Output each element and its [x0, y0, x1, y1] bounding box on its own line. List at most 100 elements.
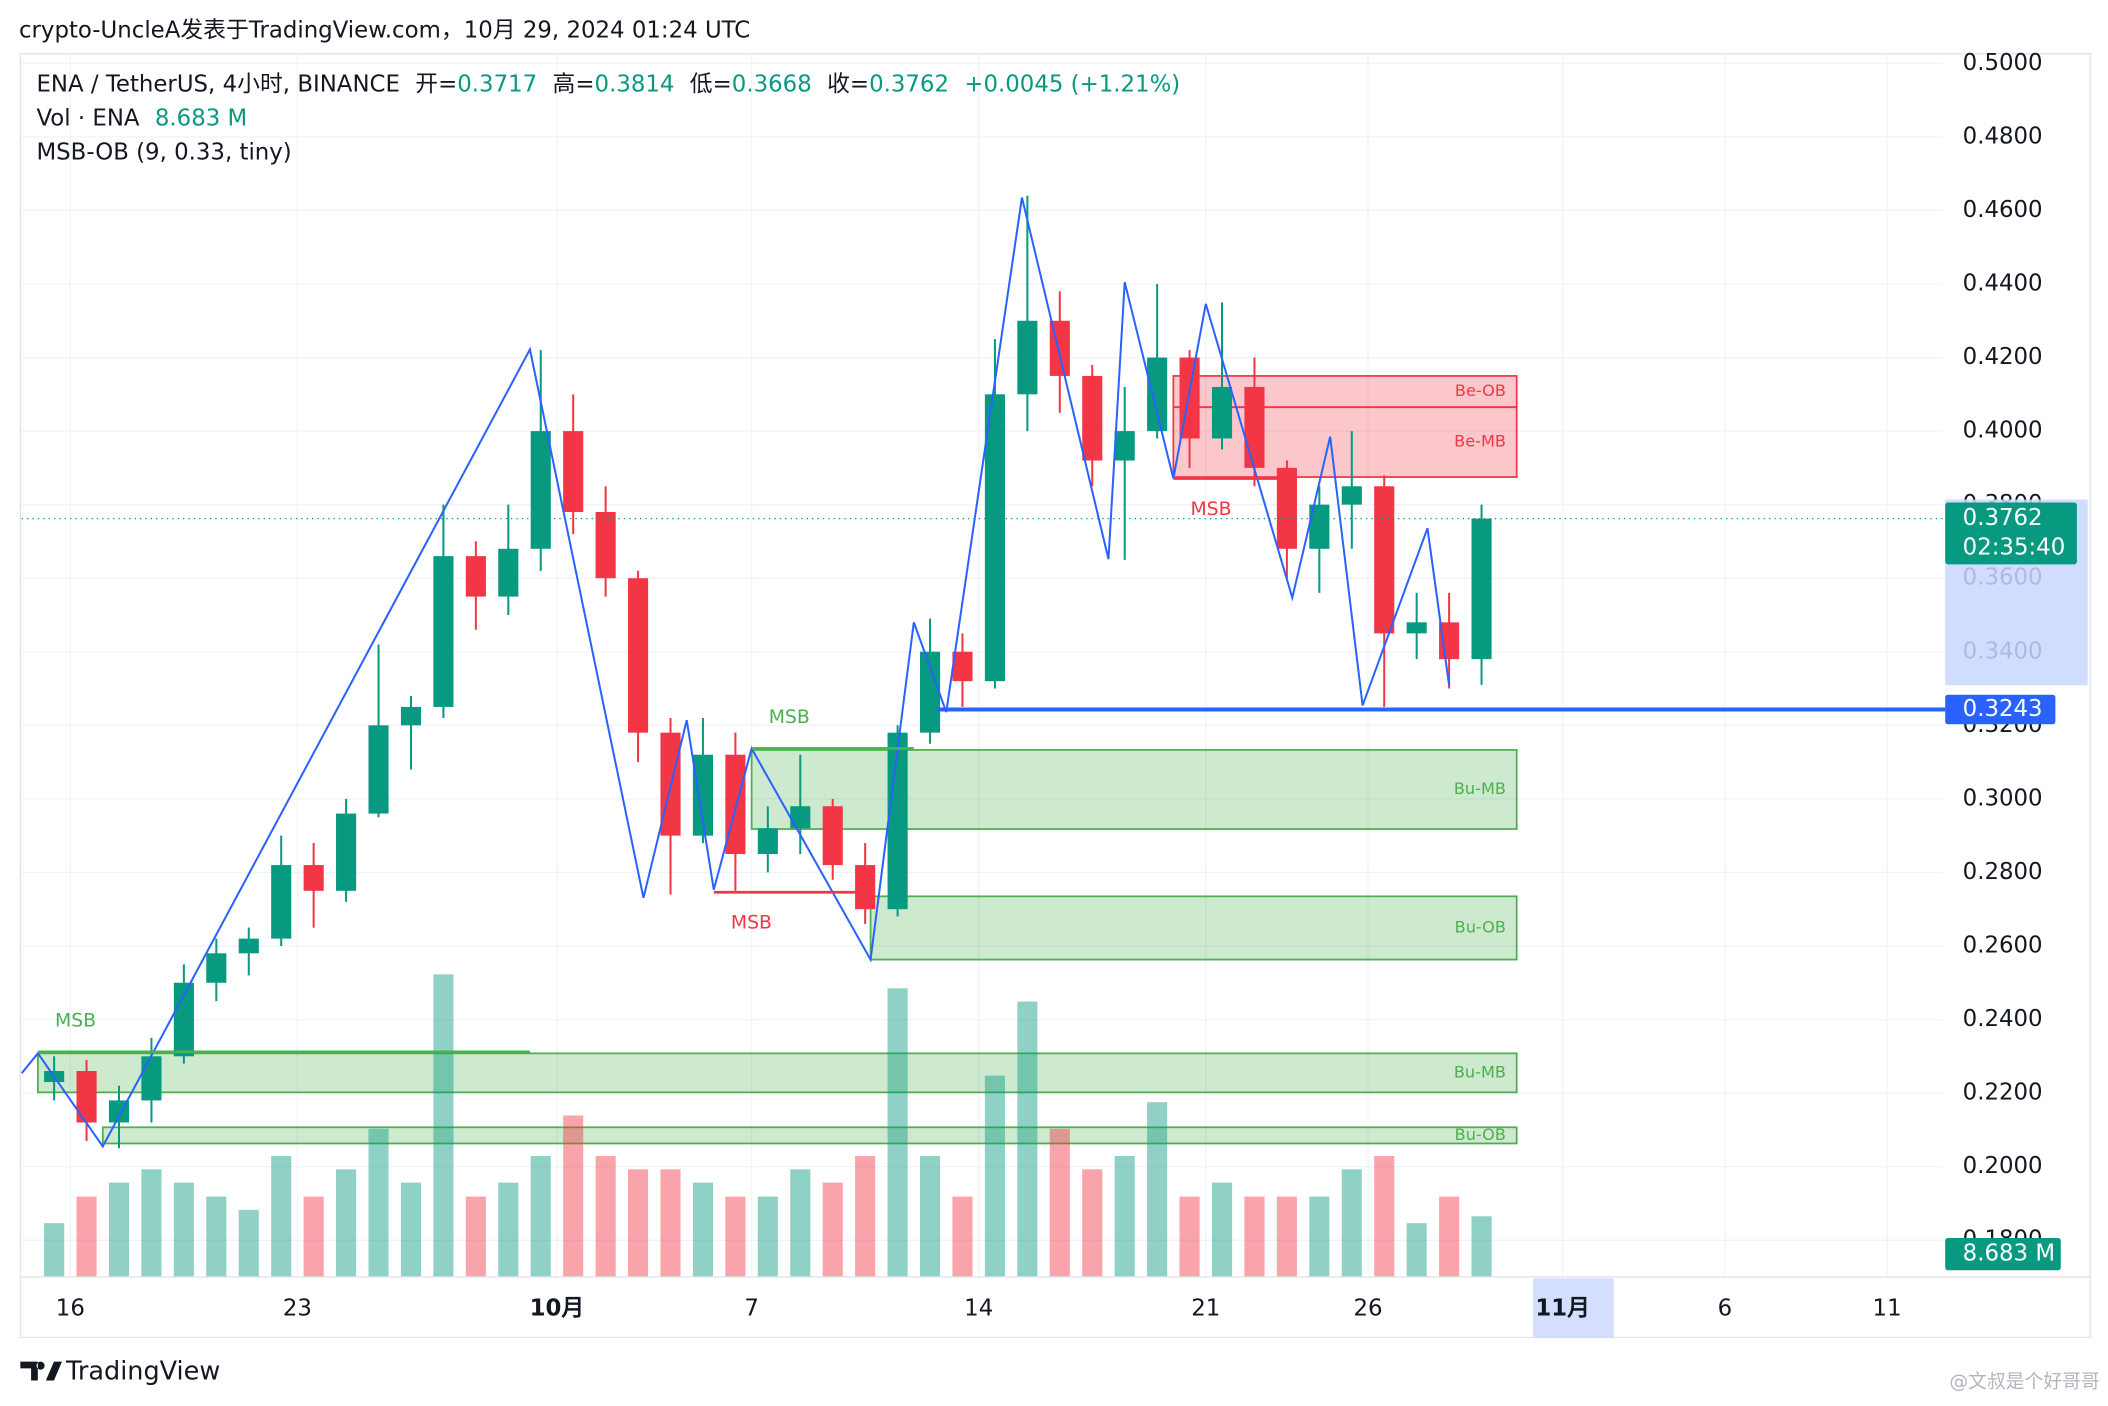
- zigzag: [20, 197, 1451, 1149]
- volume-bar: [1244, 1196, 1265, 1277]
- volume-bar: [44, 1223, 65, 1277]
- volume-bar: [530, 1156, 551, 1277]
- y-tick-label: 0.5000: [1963, 50, 2043, 76]
- y-tick-label: 0.3000: [1963, 785, 2043, 811]
- volume-bar: [1309, 1196, 1330, 1277]
- symbol: ENA / TetherUS, 4小时, BINANCE: [36, 71, 399, 97]
- chart-frame: [19, 53, 2092, 1339]
- candle-body: [692, 754, 714, 836]
- volume-bar: [271, 1156, 292, 1277]
- y-tick-label: 0.4600: [1963, 197, 2043, 223]
- volume-bar: [919, 1156, 941, 1277]
- change: +0.0045 (+1.21%): [964, 71, 1180, 97]
- x-tick-label: 26: [1353, 1296, 1382, 1322]
- candle-body: [984, 394, 1005, 682]
- volume-bar: [1439, 1196, 1460, 1277]
- candle-body: [1374, 486, 1395, 634]
- candle-body: [141, 1056, 162, 1101]
- volume-bar: [725, 1196, 746, 1277]
- volume-badge: [1945, 1237, 2061, 1271]
- volume-bar: [1276, 1196, 1297, 1277]
- volume-bar: [692, 1182, 714, 1277]
- legend-volume: Vol · ENA 8.683 M: [36, 105, 247, 131]
- x-tick-label: 6: [1718, 1296, 1733, 1322]
- volume-bar: [628, 1169, 649, 1277]
- x-tick-label: 21: [1191, 1296, 1220, 1322]
- brand: TradingView: [65, 1356, 220, 1386]
- high-label: 高=: [553, 71, 595, 97]
- volume-bar: [303, 1196, 324, 1277]
- volume-bar: [1114, 1156, 1135, 1277]
- candle-body: [563, 431, 584, 513]
- footer-logo: TradingView: [20, 1356, 220, 1386]
- volume-badge-label: 8.683 M: [1963, 1241, 2055, 1267]
- candle-body: [790, 806, 811, 829]
- order-block: [869, 895, 1518, 961]
- msb-label: MSB: [55, 1010, 96, 1031]
- candle-body: [1211, 386, 1233, 439]
- open-value: 0.3717: [457, 71, 537, 97]
- candle-body: [433, 556, 454, 707]
- volume-bar: [790, 1169, 811, 1277]
- order-block: [101, 1126, 1518, 1145]
- candle-body: [368, 725, 389, 814]
- candle-body: [465, 556, 486, 597]
- zone-label: Bu-OB: [1455, 917, 1506, 936]
- legend-main: ENA / TetherUS, 4小时, BINANCE 开=0.3717 高=…: [36, 71, 1180, 97]
- volume-bar: [595, 1156, 616, 1277]
- volume-bar: [206, 1196, 227, 1277]
- open-label: 开=: [415, 71, 457, 97]
- y-tick-label: 0.4200: [1963, 344, 2043, 370]
- x-tick-label: 16: [56, 1296, 85, 1322]
- low-label: 低=: [690, 71, 732, 97]
- volume-bar: [952, 1196, 973, 1277]
- high-value: 0.3814: [595, 71, 675, 97]
- volume-bar: [465, 1196, 486, 1277]
- x-tick-label: 7: [744, 1296, 759, 1322]
- candle-body: [498, 548, 519, 597]
- countdown: 02:35:40: [1963, 535, 2066, 561]
- msb-label: MSB: [769, 707, 810, 728]
- volume-bar: [433, 974, 454, 1277]
- candle-body: [919, 651, 941, 733]
- volume-bar: [498, 1182, 519, 1277]
- candle-body: [1471, 518, 1492, 660]
- candle-body: [595, 512, 616, 579]
- candle-body: [76, 1071, 97, 1123]
- candle-body: [530, 431, 551, 549]
- header-text: crypto-UncleA发表于TradingView.com，10月 29, …: [19, 17, 750, 43]
- volume-bar: [1147, 1102, 1168, 1277]
- candle-body: [1082, 375, 1103, 461]
- y-tick-label: 0.2000: [1963, 1153, 2043, 1179]
- volume-bar: [400, 1182, 422, 1277]
- volume-bar: [173, 1182, 194, 1277]
- candle-body: [1017, 320, 1038, 395]
- volume-bar: [1179, 1196, 1200, 1277]
- volume-bar: [1471, 1216, 1492, 1277]
- candle-body: [238, 938, 259, 954]
- candle-body: [855, 865, 876, 910]
- candle-body: [822, 806, 843, 866]
- candle-body: [1147, 357, 1168, 432]
- zone-label: Be-MB: [1454, 432, 1506, 451]
- candle-body: [173, 982, 194, 1057]
- volume-title: Vol · ENA: [36, 105, 139, 131]
- volume-bar: [984, 1075, 1005, 1277]
- volume-bar: [887, 988, 908, 1277]
- volume-bar: [1406, 1223, 1427, 1277]
- logo-mark: [20, 1361, 63, 1381]
- candle-body: [757, 828, 778, 855]
- price-line-label: 0.3243: [1963, 696, 2043, 722]
- y-tick-label: 0.2400: [1963, 1006, 2043, 1032]
- candle-body: [303, 865, 324, 891]
- volume-bar: [855, 1156, 876, 1277]
- last-price-label: 0.3762: [1963, 505, 2043, 531]
- zone-label: Be-OB: [1455, 381, 1506, 400]
- y-tick-label: 0.2800: [1963, 859, 2043, 885]
- volume-bar: [1049, 1128, 1070, 1277]
- volume-value: 8.683 M: [155, 105, 247, 131]
- volume-bar: [336, 1169, 357, 1277]
- candle-body: [400, 706, 422, 726]
